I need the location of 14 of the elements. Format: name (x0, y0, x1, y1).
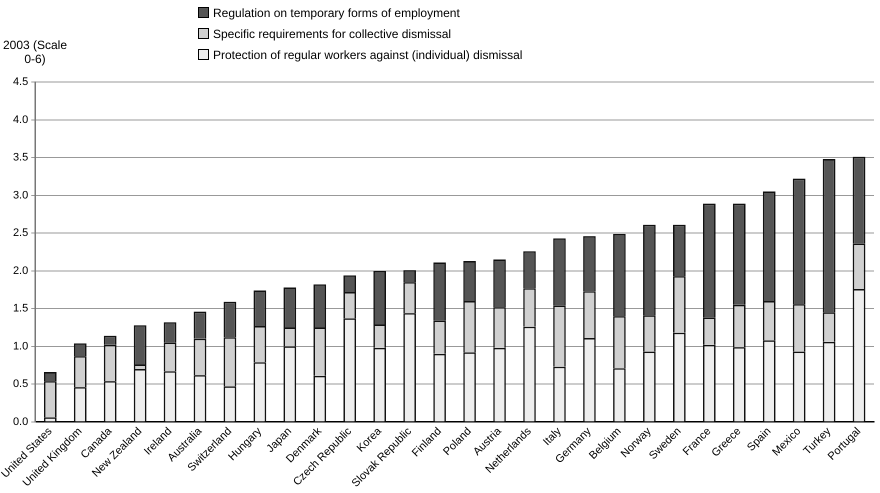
y-tick-label: 1.5 (12, 302, 28, 315)
y-tick-label: 3.5 (12, 152, 28, 164)
y-tick-label: 4.5 (12, 76, 28, 88)
y-tick-label: 2.5 (12, 227, 28, 240)
y-tick-label: 3.0 (12, 189, 28, 202)
y-axis-title: 2003 (Scale 0-6) (2, 38, 68, 66)
legend-label: Protection of regular workers against (individual) dismissal (213, 48, 522, 62)
y-tick-label: 0.0 (12, 416, 28, 428)
legend-label: Specific requirements for collective dismissal (213, 26, 452, 40)
y-tick-label: 2.0 (12, 264, 28, 277)
y-tick-label: 1.0 (12, 340, 28, 352)
y-tick-label: 4.0 (12, 114, 28, 126)
legend-label: Regulation on temporary forms of employment (213, 6, 460, 20)
y-tick-label: 0.5 (12, 378, 28, 390)
